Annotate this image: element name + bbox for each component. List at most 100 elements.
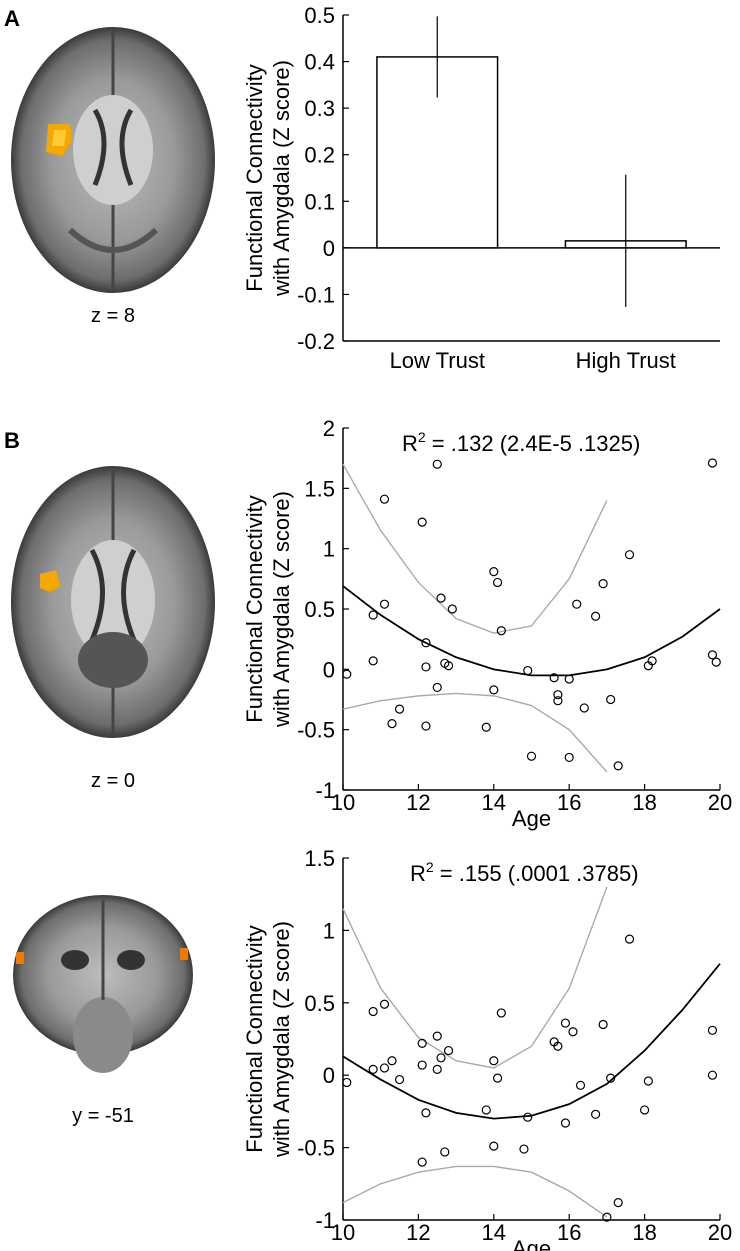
- data-point: [560, 1118, 571, 1128]
- y-tick-label: 1.5: [304, 846, 335, 871]
- image-label: z = 0: [91, 770, 135, 792]
- data-point: [489, 685, 499, 695]
- confidence-band: [342, 463, 608, 634]
- annotation: R2 = .155 (.0001 .3785): [410, 859, 639, 886]
- fit-line: [342, 963, 721, 1120]
- annotation-base: R: [410, 861, 426, 886]
- y-tick-label: -0.2: [297, 329, 335, 354]
- y-tick-label: 0.1: [304, 189, 335, 214]
- x-tick-label: Low Trust: [390, 348, 485, 373]
- y-tick-label: 0: [323, 236, 335, 261]
- y-tick-label: -0.1: [297, 282, 335, 307]
- y-tick-label: 1: [323, 537, 335, 562]
- x-axis-label: Age: [512, 806, 551, 831]
- y-tick-label: 0.5: [304, 991, 335, 1016]
- data-point: [711, 657, 721, 667]
- data-point: [342, 1077, 352, 1088]
- data-point: [489, 1141, 499, 1151]
- data-point: [572, 599, 582, 609]
- data-point: [440, 1147, 450, 1157]
- data-point: [707, 1025, 718, 1035]
- brain-slice: [11, 27, 215, 293]
- data-point: [342, 669, 352, 679]
- data-point: [436, 1053, 446, 1063]
- data-point: [421, 662, 431, 672]
- data-point: [579, 703, 589, 713]
- y-tick-label: 0: [323, 1063, 335, 1088]
- data-point: [417, 1038, 427, 1048]
- data-point: [489, 566, 499, 577]
- y-tick-label: 0.5: [304, 3, 335, 28]
- confidence-band: [342, 1165, 608, 1218]
- data-point: [523, 665, 533, 676]
- data-point: [379, 494, 390, 504]
- data-point: [421, 1108, 431, 1118]
- data-point: [379, 1063, 390, 1073]
- data-point: [707, 650, 718, 660]
- x-tick-label: 10: [331, 1220, 355, 1245]
- data-point: [417, 1060, 427, 1070]
- brain-slice: [13, 895, 193, 1073]
- data-point: [568, 1027, 578, 1037]
- annotation-text: = .155 (.0001 .3785): [434, 861, 639, 886]
- data-point: [553, 690, 563, 700]
- y-tick-label: 0.5: [304, 597, 335, 622]
- data-point: [387, 719, 397, 729]
- y-tick-label: -0.5: [297, 718, 335, 743]
- data-point: [553, 696, 563, 706]
- data-point: [443, 661, 454, 671]
- y-axis-label: Functional Connectivity: [242, 925, 267, 1152]
- panel-label: A: [4, 6, 20, 31]
- data-point: [379, 599, 390, 609]
- y-tick-label: 2: [323, 416, 335, 441]
- data-point: [643, 1076, 653, 1086]
- data-point: [492, 577, 503, 588]
- data-point: [387, 1056, 397, 1066]
- y-tick-label: 0.3: [304, 96, 335, 121]
- x-tick-label: 12: [406, 1220, 430, 1245]
- annotation-base: R: [402, 431, 418, 456]
- fit-line: [342, 585, 721, 677]
- x-tick-label: 18: [632, 1220, 656, 1245]
- data-point: [417, 1157, 427, 1167]
- data-point: [598, 1019, 608, 1030]
- data-point: [606, 1073, 616, 1083]
- data-point: [417, 517, 427, 527]
- data-point: [624, 934, 635, 944]
- data-point: [481, 722, 491, 732]
- data-point: [598, 579, 608, 589]
- data-point: [647, 656, 657, 666]
- data-point: [575, 1080, 586, 1090]
- x-tick-label: 18: [632, 790, 656, 815]
- data-point: [394, 1074, 405, 1085]
- data-point: [368, 1006, 378, 1017]
- y-axis-label: with Amygdala (Z score): [269, 491, 294, 728]
- data-point: [432, 1064, 442, 1075]
- data-point: [496, 626, 506, 636]
- data-point: [549, 673, 559, 683]
- data-point: [432, 682, 442, 693]
- x-tick-label: 16: [557, 790, 581, 815]
- data-point: [590, 1109, 601, 1119]
- data-point: [707, 1070, 718, 1080]
- y-axis-label: Functional Connectivity: [242, 495, 267, 722]
- data-point: [707, 458, 718, 468]
- annotation: R2 = .132 (2.4E-5 .1325): [402, 429, 640, 456]
- annotation-sup: 2: [418, 429, 426, 445]
- data-point: [481, 1105, 491, 1115]
- data-point: [564, 674, 574, 684]
- data-point: [492, 1073, 503, 1083]
- annotation-text: = .132 (2.4E-5 .1325): [426, 431, 641, 456]
- data-point: [432, 1031, 442, 1041]
- image-label: z = 8: [91, 305, 135, 327]
- y-axis-label: with Amygdala (Z score): [269, 921, 294, 1158]
- brain-slice: [11, 466, 215, 738]
- x-tick-label: High Trust: [576, 348, 676, 373]
- data-point: [447, 604, 457, 614]
- x-tick-label: 14: [482, 790, 506, 815]
- data-point: [368, 656, 378, 666]
- y-tick-label: 0: [323, 657, 335, 682]
- x-tick-label: 20: [708, 790, 732, 815]
- data-point: [602, 1212, 612, 1222]
